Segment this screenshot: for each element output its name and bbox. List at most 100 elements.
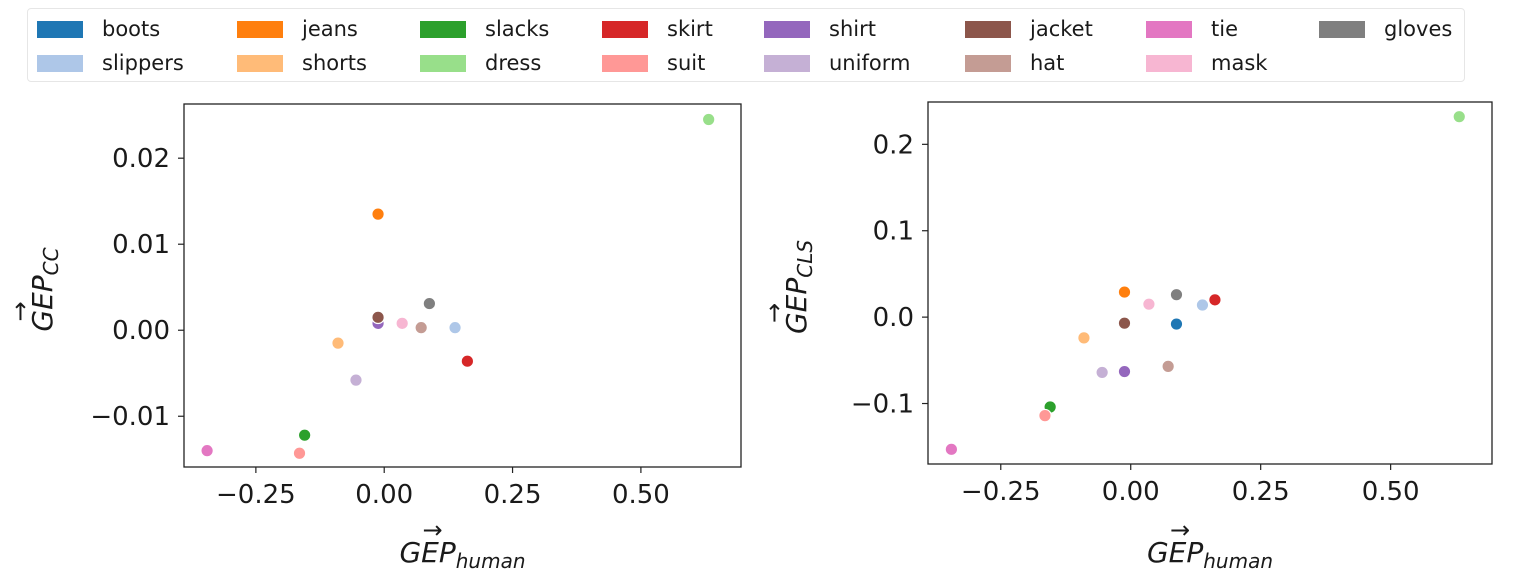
y-tick-label: 0.1 <box>873 217 914 247</box>
x-tick-label: 0.25 <box>1232 477 1290 507</box>
legend-swatch <box>37 54 83 72</box>
plot-frame <box>927 101 1493 465</box>
point-skirt <box>1208 293 1222 307</box>
legend-item-slippers: slippers <box>37 50 184 76</box>
point-boots <box>1169 317 1184 331</box>
legend-swatch <box>237 20 283 38</box>
legend-swatch <box>1319 20 1365 38</box>
legend-label: gloves <box>1384 17 1453 41</box>
legend-swatch <box>764 20 810 38</box>
y-tick-label: −0.01 <box>90 402 170 432</box>
legend-label: tie <box>1211 17 1238 41</box>
point-shirt <box>1117 364 1132 379</box>
point-suit <box>292 446 307 461</box>
point-tie <box>944 442 959 457</box>
plot-frame <box>183 103 742 468</box>
legend-label: slacks <box>485 17 550 41</box>
point-gloves <box>1169 287 1184 302</box>
y-tick-label: 0.00 <box>112 316 170 346</box>
x-axis-label: GEPhuman <box>1147 536 1273 573</box>
point-hat <box>414 320 428 335</box>
y-axis-label-arrow: → <box>760 303 788 323</box>
x-tick-label: −0.25 <box>961 477 1041 507</box>
legend-item-mask: mask <box>1146 50 1267 76</box>
point-jeans <box>1117 285 1132 299</box>
legend-label: uniform <box>829 51 911 75</box>
legend-label: mask <box>1211 51 1268 75</box>
x-axis-label-arrow: → <box>1170 516 1190 544</box>
x-axis-label: GEPhuman <box>399 536 525 573</box>
x-tick-label: 0.00 <box>1102 477 1160 507</box>
point-shorts <box>1077 331 1091 345</box>
point-suit <box>1038 408 1052 423</box>
legend-item-shorts: shorts <box>237 50 367 76</box>
legend-label: boots <box>102 17 161 41</box>
point-mask <box>395 316 409 331</box>
x-tick-label: 0.25 <box>484 480 542 510</box>
legend-swatch <box>237 54 283 72</box>
point-hat <box>1161 359 1175 374</box>
point-mask <box>1142 297 1156 311</box>
legend-item-shirt: shirt <box>764 16 876 42</box>
y-tick-label: 0.01 <box>112 230 170 260</box>
x-tick-label: 0.50 <box>1362 477 1420 507</box>
legend-item-dress: dress <box>420 50 541 76</box>
chart-legend: boots slippers jeans shorts slacks dress skirt… <box>27 8 1465 82</box>
legend-item-suit: suit <box>602 50 705 76</box>
point-slippers <box>448 320 462 335</box>
legend-label: slippers <box>102 51 184 75</box>
point-shorts <box>331 336 345 350</box>
legend-item-uniform: uniform <box>764 50 910 76</box>
point-jeans <box>371 207 385 221</box>
legend-swatch <box>1146 20 1192 38</box>
point-uniform <box>349 373 363 387</box>
x-tick-label: −0.25 <box>216 480 296 510</box>
legend-label: shorts <box>302 51 367 75</box>
legend-label: hat <box>1030 51 1065 75</box>
x-tick-label: 0.00 <box>355 480 413 510</box>
legend-swatch <box>602 54 648 72</box>
legend-label: jacket <box>1030 17 1093 41</box>
point-dress <box>1452 109 1467 124</box>
legend-swatch <box>420 20 466 38</box>
point-tie <box>200 443 214 458</box>
legend-swatch <box>1146 54 1192 72</box>
legend-label: suit <box>667 51 706 75</box>
y-axis-label: GEPCC <box>26 247 63 331</box>
legend-swatch <box>965 20 1011 38</box>
x-axis-label-arrow: → <box>422 516 442 544</box>
point-dress <box>701 112 716 127</box>
x-tick-label: 0.50 <box>612 480 670 510</box>
legend-swatch <box>420 54 466 72</box>
legend-swatch <box>602 20 648 38</box>
legend-label: dress <box>485 51 542 75</box>
point-slacks <box>297 428 312 442</box>
legend-swatch <box>764 54 810 72</box>
y-axis-label-group: GEPCC→ <box>6 247 63 331</box>
point-jacket <box>1117 316 1132 330</box>
point-uniform <box>1095 365 1109 380</box>
y-axis-label-arrow: → <box>6 301 34 321</box>
legend-item-hat: hat <box>965 50 1064 76</box>
legend-item-tie: tie <box>1146 16 1238 42</box>
y-tick-label: 0.02 <box>112 144 170 174</box>
legend-label: shirt <box>829 17 876 41</box>
legend-item-jeans: jeans <box>237 16 358 42</box>
legend-swatch <box>965 54 1011 72</box>
legend-label: skirt <box>667 17 713 41</box>
point-slippers <box>1195 298 1210 312</box>
y-tick-label: 0.0 <box>873 303 914 333</box>
legend-item-jacket: jacket <box>965 16 1093 42</box>
y-tick-label: −0.1 <box>851 390 914 420</box>
y-axis-label-group: GEPCLS→ <box>760 240 817 334</box>
legend-label: jeans <box>302 17 358 41</box>
point-gloves <box>422 296 437 311</box>
point-jacket <box>371 310 385 325</box>
point-skirt <box>460 354 475 368</box>
legend-swatch <box>37 20 83 38</box>
legend-item-boots: boots <box>37 16 160 42</box>
y-axis-label: GEPCLS <box>780 240 817 334</box>
legend-item-slacks: slacks <box>420 16 549 42</box>
legend-item-skirt: skirt <box>602 16 713 42</box>
